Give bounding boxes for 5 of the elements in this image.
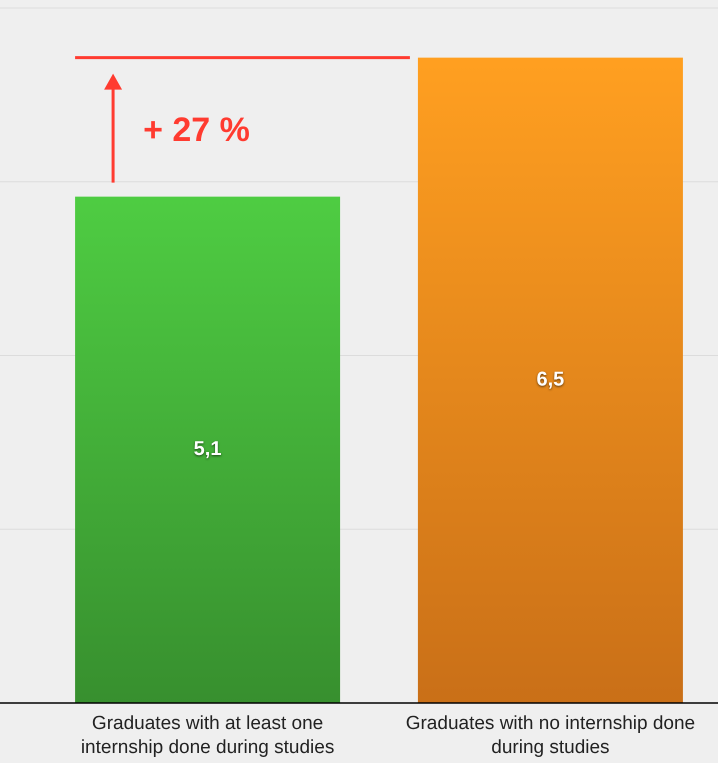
data-label: 6,5 xyxy=(536,368,564,391)
annotation: + 27 % xyxy=(143,111,250,150)
x-tick-label: Graduates with no internship done during studies xyxy=(406,713,696,758)
data-label: 5,1 xyxy=(194,438,222,460)
x-tick-label: Graduates with at least one internship done during studies xyxy=(80,713,334,758)
